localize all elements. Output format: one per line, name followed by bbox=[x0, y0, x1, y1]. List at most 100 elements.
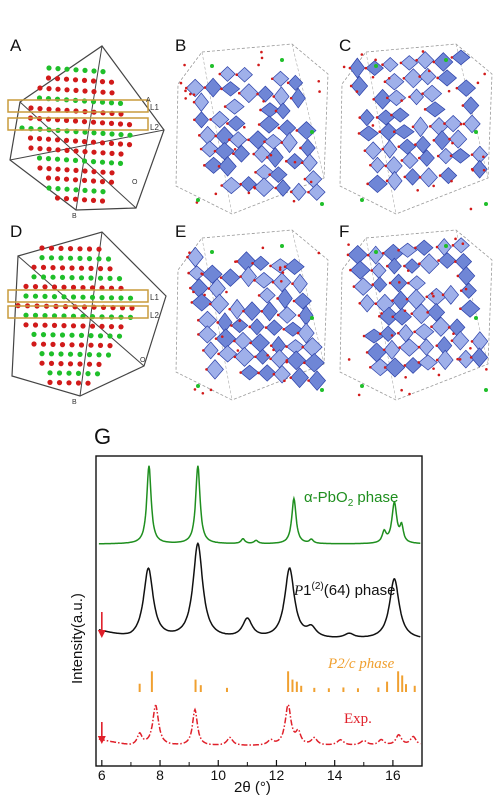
oxygen-atom bbox=[383, 366, 387, 369]
oxygen-atom bbox=[303, 177, 307, 181]
green-atom bbox=[55, 186, 61, 192]
oxygen-atom bbox=[349, 268, 352, 272]
red-atom bbox=[46, 106, 52, 112]
oxygen-atom bbox=[261, 246, 265, 250]
oxygen-atom bbox=[469, 356, 473, 359]
red-atom bbox=[48, 360, 55, 366]
green-atom bbox=[374, 250, 378, 254]
oxygen-atom bbox=[383, 80, 387, 84]
oxygen-atom bbox=[413, 330, 416, 334]
oxygen-atom bbox=[280, 141, 283, 144]
green-atom bbox=[105, 256, 112, 262]
green-atom bbox=[116, 333, 123, 339]
green-atom bbox=[48, 255, 55, 261]
oxygen-atom bbox=[282, 327, 286, 331]
oxygen-atom bbox=[270, 77, 274, 81]
polyhedron bbox=[230, 318, 249, 334]
oxygen-atom bbox=[452, 332, 455, 336]
green-atom bbox=[67, 351, 74, 357]
polyhedron bbox=[460, 282, 477, 299]
green-atom bbox=[118, 295, 124, 301]
polyhedron bbox=[226, 115, 246, 132]
red-atom bbox=[54, 176, 61, 182]
oxygen-atom bbox=[421, 50, 425, 53]
polyhedron bbox=[449, 129, 468, 149]
oxygen-atom bbox=[239, 182, 242, 186]
red-atom bbox=[91, 169, 97, 175]
oxygen-atom bbox=[259, 108, 262, 112]
polyhedron bbox=[293, 292, 312, 310]
oxygen-atom bbox=[301, 345, 305, 349]
polyhedron bbox=[206, 359, 224, 380]
polyhedron bbox=[424, 101, 446, 118]
red-atom bbox=[59, 342, 66, 348]
green-atom bbox=[374, 64, 378, 68]
green-atom bbox=[89, 294, 96, 300]
oxygen-atom bbox=[295, 129, 299, 132]
red-atom bbox=[37, 165, 43, 171]
oxygen-atom bbox=[283, 265, 287, 269]
oxygen-atom bbox=[203, 86, 207, 89]
green-atom bbox=[82, 187, 88, 193]
polyhedron bbox=[470, 347, 489, 368]
green-atom bbox=[210, 250, 214, 254]
green-atom bbox=[88, 333, 94, 339]
green-atom bbox=[474, 316, 478, 320]
polyhedron bbox=[386, 89, 407, 107]
red-atom bbox=[73, 108, 79, 114]
oxygen-atom bbox=[242, 309, 245, 313]
oxygen-atom bbox=[417, 361, 421, 364]
polyhedron bbox=[379, 325, 397, 342]
oxygen-atom bbox=[203, 293, 206, 297]
oxygen-atom bbox=[284, 159, 288, 163]
oxygen-atom bbox=[358, 116, 362, 119]
red-atom bbox=[88, 342, 94, 348]
oxygen-atom bbox=[392, 130, 396, 134]
red-atom bbox=[54, 195, 61, 201]
oxygen-atom bbox=[429, 125, 432, 128]
green-atom bbox=[99, 99, 106, 105]
green-atom bbox=[117, 160, 124, 166]
polyhedron bbox=[238, 83, 259, 104]
oxygen-atom bbox=[208, 302, 212, 306]
oxygen-atom bbox=[346, 253, 350, 257]
polyhedron bbox=[400, 55, 419, 71]
polyhedron bbox=[462, 96, 480, 115]
green-atom bbox=[86, 352, 93, 358]
oxygen-atom bbox=[254, 170, 257, 174]
red-atom bbox=[85, 380, 91, 386]
green-atom bbox=[54, 156, 61, 162]
polyhedron bbox=[414, 323, 435, 341]
green-atom bbox=[51, 313, 58, 319]
red-atom bbox=[67, 361, 74, 367]
polyhedron bbox=[459, 299, 481, 318]
green-atom bbox=[91, 188, 97, 194]
oxygen-atom bbox=[276, 313, 280, 317]
oxygen-atom bbox=[234, 260, 237, 263]
oxygen-atom bbox=[236, 349, 240, 352]
oxygen-atom bbox=[377, 314, 381, 318]
red-atom bbox=[72, 138, 79, 144]
oxygen-atom bbox=[283, 379, 286, 383]
oxygen-atom bbox=[256, 92, 259, 96]
red-atom bbox=[37, 106, 43, 112]
green-atom bbox=[88, 275, 94, 281]
polyhedron bbox=[419, 167, 438, 188]
red-atom bbox=[54, 137, 61, 143]
polyhedron bbox=[369, 358, 391, 377]
polyhedron bbox=[386, 170, 403, 191]
red-atom bbox=[39, 245, 45, 251]
red-atom bbox=[73, 167, 79, 173]
oxygen-atom bbox=[476, 81, 480, 85]
green-atom bbox=[107, 275, 113, 281]
red-atom bbox=[58, 361, 64, 367]
red-atom bbox=[72, 196, 79, 202]
polyhedron bbox=[363, 328, 385, 344]
oxygen-atom bbox=[285, 345, 288, 348]
oxygen-atom bbox=[387, 76, 391, 80]
oxygen-atom bbox=[184, 97, 187, 100]
band-l2-d bbox=[7, 305, 149, 319]
polyhedron bbox=[221, 176, 242, 195]
oxygen-atom bbox=[381, 63, 384, 66]
oxygen-atom bbox=[264, 326, 268, 329]
